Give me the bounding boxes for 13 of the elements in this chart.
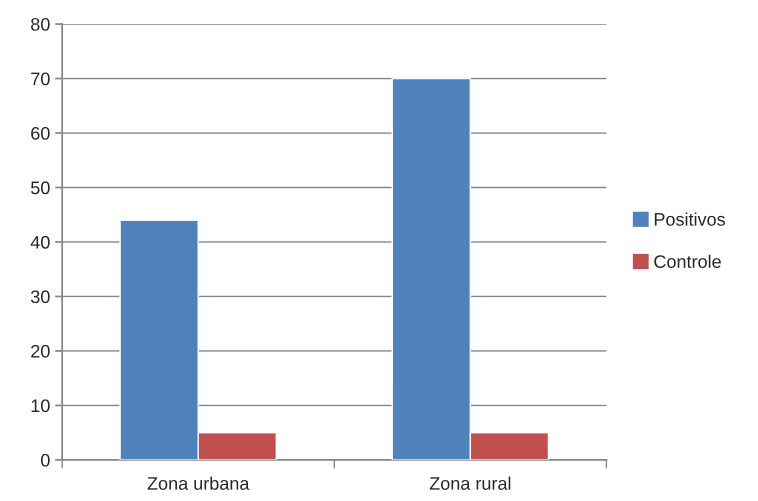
y-tick-label: 10 xyxy=(32,399,50,412)
y-tick-label: 70 xyxy=(31,72,50,86)
y-tick-label: 40 xyxy=(30,236,50,249)
x-tick-label: Zona urbana xyxy=(148,476,250,490)
y-tick-label: 20 xyxy=(31,344,50,358)
y-tick-label: 80 xyxy=(31,18,50,31)
y-tick-label: 0 xyxy=(41,454,50,467)
y-tick-label: 50 xyxy=(30,181,50,194)
y-tick-label: 30 xyxy=(30,290,50,304)
legend-label: Positivos xyxy=(654,212,725,226)
legend-label: Controle xyxy=(654,254,721,268)
x-tick-label: Zona rural xyxy=(430,476,510,490)
y-tick-label: 60 xyxy=(31,126,50,140)
